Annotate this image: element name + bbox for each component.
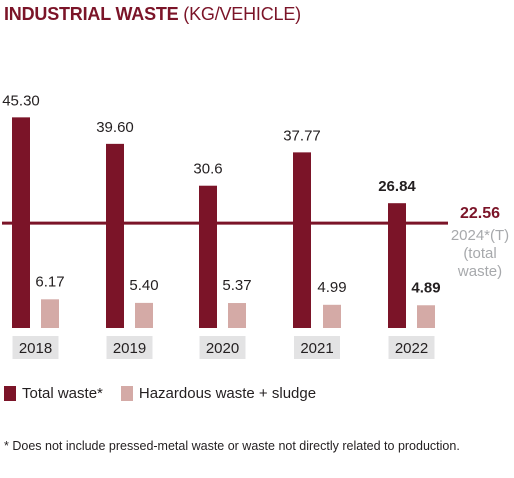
- category-box-2019: [106, 336, 153, 359]
- chart-title: INDUSTRIAL WASTE (KG/VEHICLE): [4, 4, 301, 25]
- bar-chart: 45.30 6.17 2018 39.60 5.40 2019 30.6 5.37 2020 37…: [2, 92, 509, 359]
- bar-total-2019: [106, 143, 124, 328]
- legend-label-hazardous: Hazardous waste + sludge: [138, 385, 317, 402]
- legend-item-total: Total waste*: [4, 385, 103, 402]
- data-label-total-2020: 30.6: [193, 161, 222, 178]
- data-label-hazardous-2021: 4.99: [317, 279, 346, 296]
- category-box-2018: [12, 336, 59, 359]
- category-label-2020: 2020: [206, 340, 239, 357]
- footnote: * Does not include pressed-metal waste o…: [4, 439, 460, 453]
- legend-swatch-total: [4, 386, 16, 401]
- legend: Total waste* Hazardous waste + sludge: [4, 385, 334, 402]
- bar-hazardous-2022: [417, 305, 435, 328]
- category-label-2022: 2022: [395, 340, 428, 357]
- data-label-total-2019: 39.60: [96, 119, 134, 136]
- data-label-hazardous-2020: 5.37: [222, 277, 251, 294]
- bar-total-2022: [388, 203, 406, 328]
- category-box-2021: [294, 336, 340, 359]
- data-label-total-2018: 45.30: [2, 92, 40, 109]
- data-label-total-2021: 37.77: [283, 127, 321, 144]
- bar-hazardous-2020: [228, 303, 246, 328]
- bar-hazardous-2021: [323, 304, 341, 328]
- data-label-hazardous-2022: 4.89: [411, 279, 440, 296]
- bar-hazardous-2018: [41, 299, 59, 328]
- data-label-total-2022: 26.84: [378, 178, 416, 195]
- category-label-2018: 2018: [19, 340, 52, 357]
- bar-total-2021: [293, 152, 311, 328]
- data-label-hazardous-2018: 6.17: [35, 273, 64, 290]
- target-caption-line-1: 2024*(T): [451, 227, 509, 244]
- target-caption-line-2: (total: [463, 245, 496, 262]
- chart-title-unit: (KG/VEHICLE): [183, 4, 301, 24]
- chart-title-main: INDUSTRIAL WASTE: [4, 4, 179, 24]
- target-value-label: 22.56: [460, 205, 500, 222]
- bar-total-2020: [199, 185, 217, 328]
- data-label-hazardous-2019: 5.40: [129, 277, 158, 294]
- category-box-2020: [199, 336, 246, 359]
- legend-swatch-hazardous: [120, 386, 133, 401]
- category-label-2019: 2019: [113, 340, 146, 357]
- legend-item-hazardous: Hazardous waste + sludge: [120, 385, 317, 402]
- target-caption-line-3: waste): [457, 263, 502, 280]
- legend-label-total: Total waste*: [22, 385, 103, 402]
- category-label-2021: 2021: [300, 340, 333, 357]
- category-box-2022: [388, 336, 435, 359]
- bar-hazardous-2019: [135, 302, 153, 328]
